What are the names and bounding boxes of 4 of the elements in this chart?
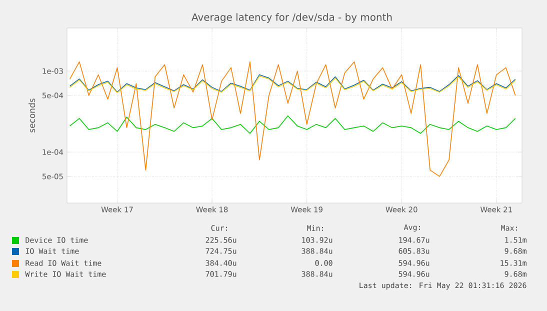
y-axis-title: seconds [28,98,36,132]
line-series [69,61,516,177]
line-series [69,115,516,134]
chart-title: Average latency for /dev/sda - by month [192,13,392,23]
